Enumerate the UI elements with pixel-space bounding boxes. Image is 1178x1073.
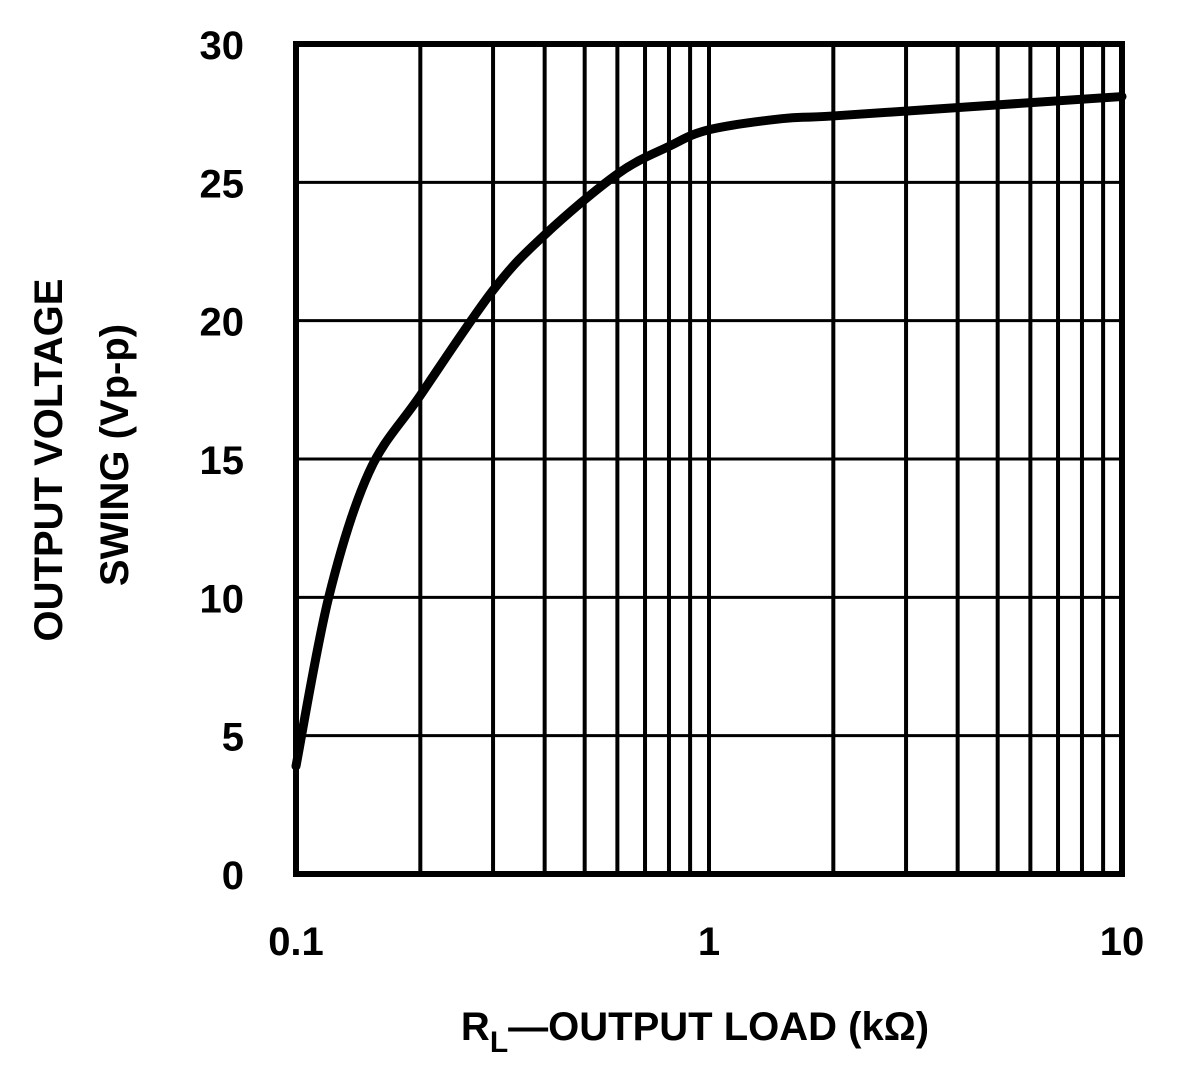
- y-tick-label: 20: [200, 301, 245, 345]
- y-tick-label: 10: [200, 577, 245, 621]
- y-tick-label: 25: [200, 162, 245, 206]
- x-axis-label-main: R: [461, 1005, 490, 1049]
- grid-lines: [296, 44, 1122, 874]
- x-tick-label: 0.1: [268, 920, 324, 964]
- y-axis-tick-labels: 0 5 10 15 20 25 30: [200, 24, 245, 898]
- y-axis-label-line2: SWING (Vp-p): [93, 324, 137, 586]
- x-tick-label: 1: [698, 920, 720, 964]
- x-tick-label: 10: [1100, 920, 1145, 964]
- x-axis-label-subscript: L: [490, 1026, 508, 1059]
- x-axis-label-rest: —OUTPUT LOAD (kΩ): [508, 1005, 929, 1049]
- y-axis-label-line1: OUTPUT VOLTAGE: [27, 279, 71, 642]
- x-axis-tick-labels: 0.1 1 10: [268, 920, 1144, 964]
- data-series-line: [291, 92, 1127, 771]
- y-tick-label: 15: [200, 439, 245, 483]
- y-tick-label: 30: [200, 24, 245, 68]
- y-tick-label: 0: [222, 854, 244, 898]
- y-tick-label: 5: [222, 716, 244, 760]
- plot-frame: [293, 41, 1125, 877]
- x-axis-label: RL—OUTPUT LOAD (kΩ): [461, 1005, 929, 1059]
